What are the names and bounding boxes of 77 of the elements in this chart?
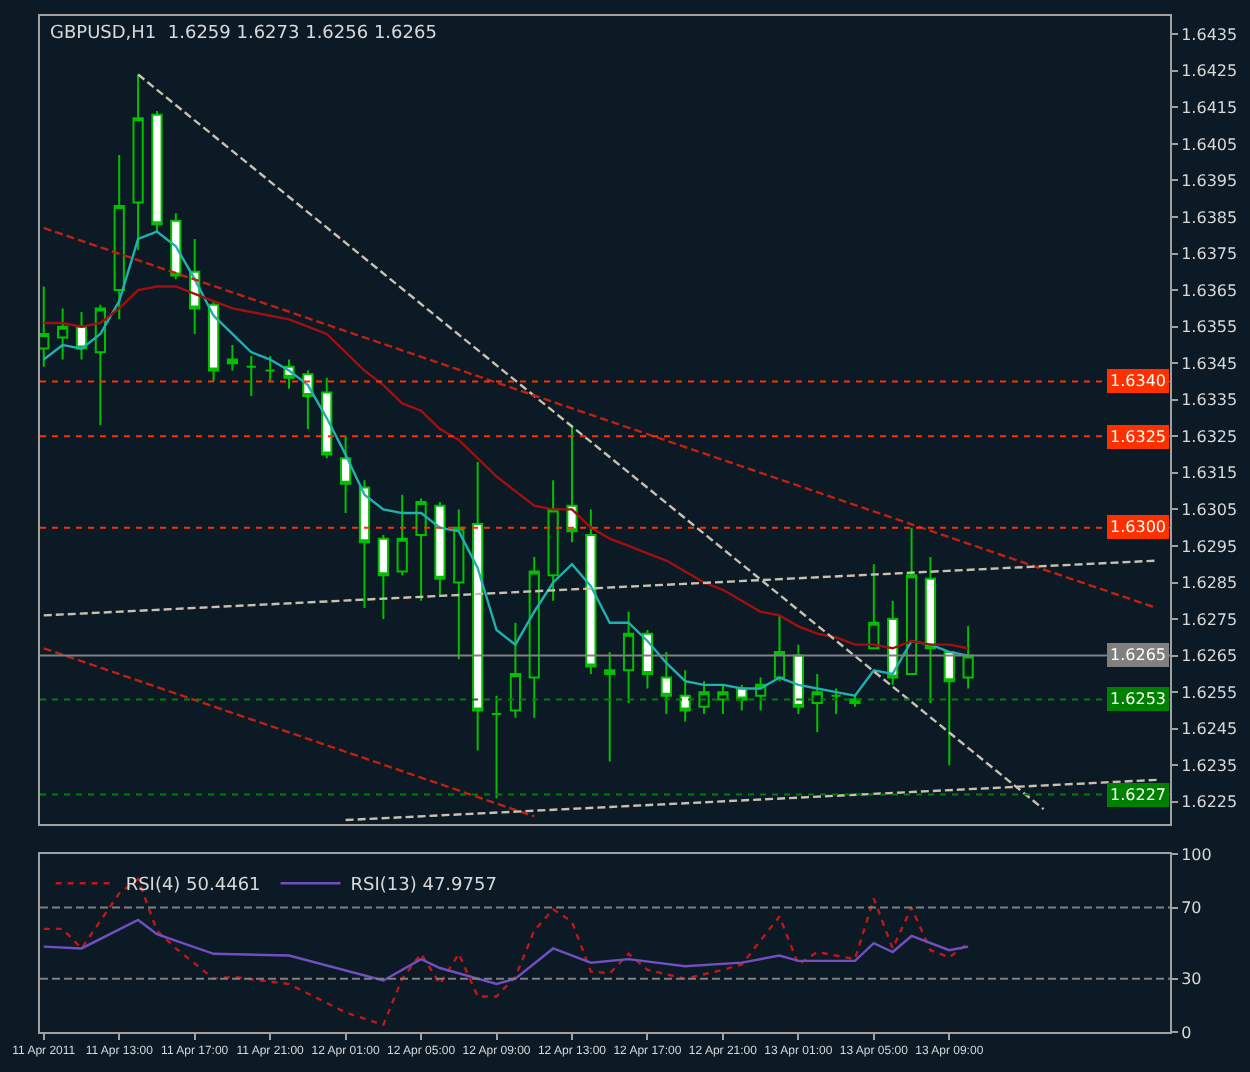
candlestick xyxy=(113,153,125,321)
candlestick xyxy=(868,563,880,650)
y-tick-label: 1.6255 xyxy=(1181,683,1238,702)
candlestick xyxy=(132,73,144,251)
y-tick-label: 30 xyxy=(1181,970,1202,989)
y-tick-label: 1.6235 xyxy=(1181,756,1238,775)
candlestick xyxy=(622,610,635,705)
line-series xyxy=(42,918,970,986)
candlestick xyxy=(490,694,503,800)
ref-line-label: 1.6300 xyxy=(1110,518,1166,536)
candlestick xyxy=(660,650,672,716)
y-tick-label: 0 xyxy=(1181,1023,1192,1042)
y-tick-label: 70 xyxy=(1181,899,1202,918)
candlestick xyxy=(717,683,729,716)
y-tick-label: 1.6225 xyxy=(1181,793,1238,812)
candlestick xyxy=(830,687,842,716)
y-tick-label: 1.6245 xyxy=(1181,720,1238,739)
y-tick-label: 1.6365 xyxy=(1181,281,1238,300)
candlestick xyxy=(509,621,522,719)
y-tick-label: 1.6305 xyxy=(1181,501,1238,519)
candlestick xyxy=(453,508,465,661)
y-tick-label: 1.6375 xyxy=(1181,245,1238,264)
candlestick xyxy=(207,300,220,383)
candlestick xyxy=(604,650,616,763)
candlestick xyxy=(377,533,389,621)
legend-label: RSI(13) 47.9757 xyxy=(350,876,497,897)
y-tick-label: 1.6395 xyxy=(1181,172,1238,191)
y-tick-label: 1.6325 xyxy=(1181,427,1238,446)
candlestick xyxy=(943,650,955,767)
candlestick xyxy=(434,501,446,599)
y-tick-label: 1.6415 xyxy=(1181,98,1238,117)
y-tick-label: 1.6345 xyxy=(1181,354,1238,373)
candlestick xyxy=(528,555,540,719)
candlestick xyxy=(924,555,937,705)
candlestick xyxy=(151,110,163,233)
y-tick-label: 1.6315 xyxy=(1181,464,1238,483)
line-series xyxy=(42,877,970,1027)
candlestick xyxy=(811,672,823,734)
y-tick-label: 1.6385 xyxy=(1181,208,1238,227)
y-tick-label: 1.6335 xyxy=(1181,391,1238,410)
ref-line-label: 1.6265 xyxy=(1110,646,1166,664)
candlestick xyxy=(358,479,371,610)
candlestick xyxy=(396,493,408,577)
y-tick-label: 1.6425 xyxy=(1181,62,1238,81)
candlestick xyxy=(415,497,427,602)
y-tick-label: 1.6285 xyxy=(1181,574,1238,593)
ref-line-label: 1.6253 xyxy=(1110,690,1166,708)
ref-line-label: 1.6340 xyxy=(1110,372,1166,390)
chart-title: GBPUSD,H1 1.6259 1.6273 1.6256 1.6265 xyxy=(50,24,437,44)
y-tick-label: 1.6355 xyxy=(1181,318,1238,337)
candlestick xyxy=(962,625,974,690)
candlestick xyxy=(339,435,352,515)
candlestick xyxy=(472,460,484,752)
y-tick-label: 100 xyxy=(1181,845,1212,864)
ref-line-label: 1.6227 xyxy=(1110,786,1166,804)
candlestick xyxy=(773,614,786,683)
candlestick xyxy=(245,354,257,398)
candlestick xyxy=(321,376,333,460)
candlestick xyxy=(905,526,918,675)
candlestick xyxy=(226,343,239,372)
candlestick xyxy=(585,508,597,675)
ref-line-label: 1.6325 xyxy=(1110,428,1166,446)
candlestick xyxy=(40,285,50,368)
candlestick xyxy=(547,479,559,602)
candlestick xyxy=(57,307,69,361)
line-series xyxy=(42,285,970,650)
y-tick-label: 1.6405 xyxy=(1181,135,1238,154)
legend-label: RSI(4) 50.4461 xyxy=(125,876,261,897)
candlestick xyxy=(679,669,691,723)
candlestick xyxy=(264,354,276,383)
candlestick xyxy=(698,680,710,716)
y-tick-label: 1.6275 xyxy=(1181,610,1238,629)
line-series xyxy=(42,230,970,697)
y-tick-label: 1.6295 xyxy=(1181,537,1238,556)
y-tick-label: 1.6265 xyxy=(1181,647,1238,666)
y-tick-label: 1.6435 xyxy=(1181,25,1238,44)
candlestick xyxy=(566,424,578,544)
